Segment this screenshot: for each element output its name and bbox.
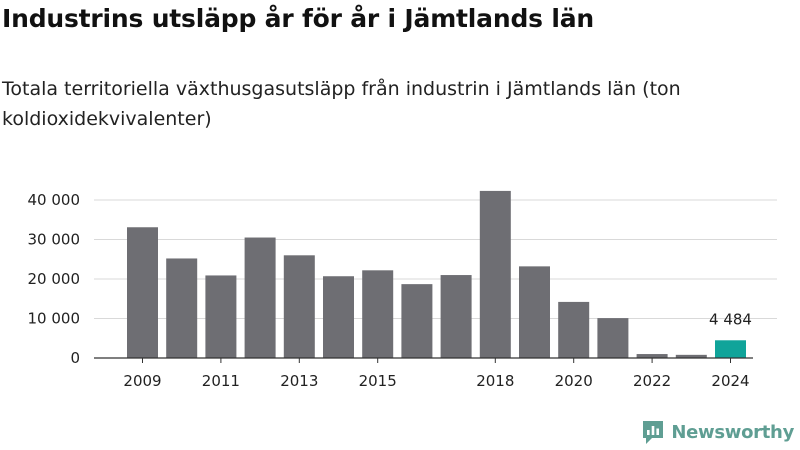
x-tick-label: 2018 bbox=[476, 372, 514, 390]
y-tick-label: 20 000 bbox=[28, 270, 81, 288]
x-tick-label: 2020 bbox=[555, 372, 593, 390]
chart-subtitle: Totala territoriella växthusgasutsläpp f… bbox=[2, 78, 681, 130]
x-tick-label: 2022 bbox=[633, 372, 671, 390]
bar bbox=[323, 276, 354, 358]
y-tick-label: 40 000 bbox=[28, 191, 81, 209]
x-tick-label: 2013 bbox=[280, 372, 318, 390]
bar bbox=[440, 275, 472, 358]
x-tick-label: 2024 bbox=[711, 372, 749, 390]
bar bbox=[636, 354, 668, 358]
x-tick-label: 2011 bbox=[202, 372, 240, 390]
bar bbox=[283, 255, 315, 358]
bar bbox=[479, 190, 511, 358]
bar bbox=[519, 266, 550, 358]
y-tick-label: 10 000 bbox=[28, 310, 81, 328]
brand-name: Newsworthy bbox=[671, 421, 794, 443]
bar bbox=[244, 237, 276, 358]
data-label: 4 484 bbox=[709, 310, 752, 328]
bar-highlight bbox=[715, 340, 746, 358]
bar bbox=[166, 258, 198, 358]
newsworthy-logo-icon bbox=[643, 421, 664, 444]
newsworthy-brand: Newsworthy bbox=[641, 419, 794, 445]
bar bbox=[362, 270, 394, 358]
chart-title: Industrins utsläpp år för år i Jämtlands… bbox=[2, 4, 594, 33]
bar bbox=[205, 275, 237, 358]
x-tick-label: 2015 bbox=[359, 372, 397, 390]
bar bbox=[127, 227, 158, 358]
x-tick-label: 2009 bbox=[123, 372, 161, 390]
bar bbox=[558, 301, 590, 358]
y-tick-label: 30 000 bbox=[28, 231, 81, 249]
bar bbox=[401, 284, 433, 358]
y-tick-label: 0 bbox=[70, 349, 80, 367]
bar bbox=[597, 318, 629, 358]
bar bbox=[675, 354, 707, 358]
